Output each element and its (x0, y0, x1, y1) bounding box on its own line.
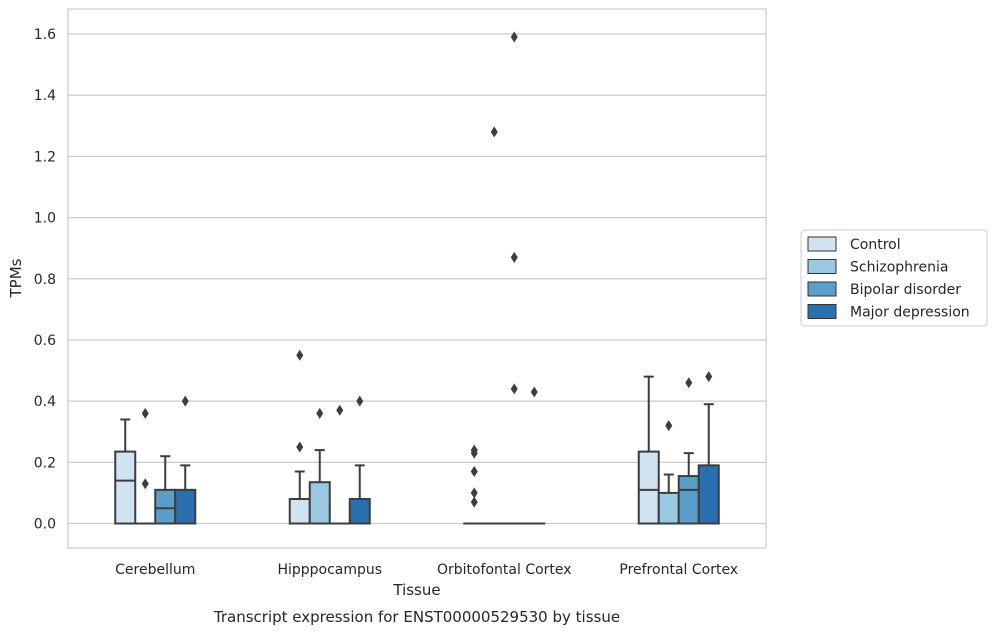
y-tick-label: 0.4 (34, 394, 56, 410)
box-body (288, 498, 311, 525)
y-tick-label: 0.8 (34, 272, 56, 288)
outlier-point (141, 407, 149, 419)
box-control (463, 444, 486, 525)
box-body (657, 491, 680, 525)
box-body (308, 481, 331, 525)
outlier-point (705, 371, 713, 383)
box-body (174, 488, 197, 525)
legend-label: Schizophrenia (850, 260, 948, 276)
chart-caption: Transcript expression for ENST0000052953… (213, 608, 620, 626)
box-body (677, 475, 700, 525)
legend-swatch (807, 259, 837, 274)
box-bipolar-disorder (328, 404, 351, 525)
box-major-depression (348, 395, 371, 525)
outlier-point (181, 395, 189, 407)
box-bipolar-disorder (503, 31, 526, 525)
y-tick-label: 0.6 (34, 333, 56, 349)
box-control (637, 375, 660, 525)
box-body (697, 464, 720, 525)
y-tick-label: 1.2 (34, 149, 56, 165)
outlier-point (685, 377, 693, 389)
y-tick-label: 1.0 (34, 211, 56, 227)
legend-swatch (807, 304, 837, 319)
outlier-point (470, 465, 478, 477)
y-tick-label: 1.6 (34, 27, 56, 43)
y-axis-ticks: 0.0 0.2 0.4 0.6 0.8 1.0 1.2 1.4 1.6 (34, 27, 56, 533)
outlier-point (470, 487, 478, 499)
outlier-point (316, 407, 324, 419)
y-axis-label: TPMs (7, 258, 25, 298)
box-control (114, 418, 137, 525)
legend-label: Control (850, 237, 901, 253)
legend-label: Major depression (850, 305, 970, 321)
legend-swatch (807, 281, 837, 297)
box-major-depression (174, 395, 197, 525)
box-control (288, 349, 311, 525)
box-major-depression (523, 386, 546, 525)
outlier-point (530, 386, 538, 398)
plot-frame (67, 8, 767, 549)
legend-label: Bipolar disorder (850, 282, 961, 298)
outlier-point (296, 349, 304, 361)
legend: Control Schizophrenia Bipolar disorder Majo… (800, 229, 988, 327)
grid-lines (68, 33, 766, 525)
x-tick-label: Prefrontal Cortex (619, 562, 738, 578)
outlier-point (510, 383, 518, 395)
y-tick-label: 1.4 (34, 88, 56, 104)
box-schizophrenia (134, 407, 157, 525)
box-major-depression (697, 371, 720, 525)
box-schizophrenia (483, 126, 506, 525)
box-body (637, 450, 660, 525)
box-bipolar-disorder (154, 455, 177, 525)
outlier-point (510, 31, 518, 43)
plot-area (114, 31, 720, 525)
y-tick-label: 0.2 (34, 455, 56, 471)
x-tick-label: Orbitofontal Cortex (437, 562, 572, 578)
outlier-point (470, 444, 478, 456)
x-axis-label: Tissue (392, 581, 440, 599)
box-schizophrenia (657, 420, 680, 525)
box-body (348, 498, 371, 525)
y-tick-label: 0.0 (34, 517, 56, 533)
x-tick-label: Cerebellum (115, 562, 195, 578)
outlier-point (296, 441, 304, 453)
box-bipolar-disorder (677, 377, 700, 525)
legend-swatch (807, 236, 837, 252)
outlier-point (665, 420, 673, 432)
box-body (114, 450, 137, 525)
outlier-point (356, 395, 364, 407)
box-body (154, 488, 177, 525)
outlier-point (510, 251, 518, 263)
x-axis-ticks: Cerebellum Hipppocampus Orbitofontal Corte… (115, 562, 738, 578)
outlier-point (336, 404, 344, 416)
outlier-point (490, 126, 498, 138)
legend-frame (800, 229, 988, 327)
box-schizophrenia (308, 407, 331, 525)
outlier-point (141, 478, 149, 490)
x-tick-label: Hipppocampus (277, 562, 382, 578)
outlier-point (470, 496, 478, 508)
